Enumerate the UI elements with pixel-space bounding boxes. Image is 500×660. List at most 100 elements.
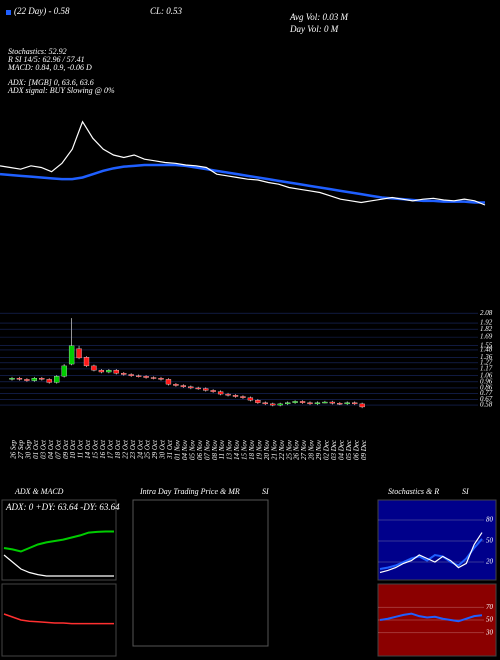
- y-tick-label: 50: [486, 616, 494, 624]
- x-tick-label: 05 Nov: [188, 439, 196, 460]
- candle-body: [91, 365, 97, 371]
- series-line: [3, 554, 114, 577]
- candle-body: [39, 377, 45, 380]
- x-tick-label: 29 Oct: [151, 439, 159, 459]
- panel: [132, 499, 269, 647]
- y-tick-label: 1.48: [480, 346, 493, 354]
- x-tick-label: 02 Dec: [323, 439, 331, 460]
- candle-body: [284, 402, 291, 405]
- y-tick-label: 1.36: [480, 353, 493, 361]
- candle-body: [165, 379, 172, 385]
- candle-body: [217, 391, 224, 395]
- y-tick-label: 2.08: [480, 309, 493, 317]
- x-tick-label: 25 Nov: [285, 439, 293, 460]
- candle-body: [307, 402, 313, 405]
- candle-body: [68, 345, 75, 365]
- x-tick-label: 24 Oct: [136, 439, 144, 459]
- candle-body: [225, 393, 231, 396]
- y-tick-label: 1.55: [480, 341, 493, 349]
- series-line: [3, 530, 114, 553]
- candle-body: [106, 370, 112, 373]
- macd-line: [3, 613, 114, 625]
- candle-body: [83, 357, 90, 367]
- candle-body: [337, 403, 343, 405]
- candle-body: [210, 390, 216, 392]
- x-tick-label: 18 Oct: [114, 439, 122, 459]
- y-tick-label: 1.69: [480, 333, 493, 341]
- x-tick-label: 04 Oct: [47, 439, 55, 459]
- series-line: [379, 532, 483, 574]
- panel-title: SI: [262, 487, 269, 496]
- candle-body: [24, 379, 30, 381]
- x-tick-label: 27 Sep: [17, 440, 25, 459]
- rsi-text: R SI 14/5: 62.96 / 57.41: [7, 55, 85, 64]
- y-tick-label: 1.92: [480, 319, 493, 327]
- candle-body: [128, 374, 134, 376]
- legend-swatch: [6, 10, 11, 15]
- x-tick-label: 20 Nov: [263, 439, 271, 460]
- y-tick-label: 30: [485, 628, 494, 636]
- candle-body: [262, 402, 268, 405]
- candle-body: [31, 377, 38, 381]
- x-tick-label: 26 Nov: [293, 439, 301, 460]
- x-tick-label: 18 Nov: [248, 439, 256, 460]
- y-tick-label: 1.06: [480, 371, 493, 379]
- rsi-line: [379, 612, 483, 623]
- adx-signal: ADX signal: BUY Slowing @ 0%: [7, 86, 115, 95]
- x-tick-label: 21 Nov: [270, 439, 278, 460]
- x-tick-label: 13 Nov: [226, 439, 234, 460]
- candle-body: [322, 401, 328, 404]
- x-tick-label: 19 Nov: [255, 439, 263, 460]
- y-tick-label: 0.96: [480, 377, 493, 385]
- adx-text: ADX: [MGB] 0, 63.6, 63.6: [7, 78, 94, 87]
- candle-body: [329, 401, 336, 404]
- x-tick-label: 22 Nov: [278, 439, 286, 460]
- x-tick-label: 14 Oct: [84, 439, 92, 459]
- candle-body: [240, 396, 246, 398]
- x-tick-label: 06 Dec: [352, 439, 360, 460]
- stochastics-text: Stochastics: 52.92: [8, 47, 67, 56]
- x-tick-label: 09 Oct: [62, 439, 70, 459]
- candle-body: [203, 388, 209, 391]
- y-tick-label: 0.67: [480, 395, 493, 403]
- candle-body: [121, 373, 127, 375]
- x-tick-label: 03 Oct: [39, 439, 47, 459]
- y-tick-label: 50: [486, 537, 494, 545]
- y-tick-label: 0.58: [480, 401, 493, 409]
- candle-body: [359, 403, 365, 408]
- avg-vol: Avg Vol: 0.03 M: [289, 12, 348, 22]
- x-tick-label: 04 Dec: [337, 439, 345, 460]
- close-line: [0, 120, 486, 206]
- y-tick-label: 20: [486, 558, 494, 566]
- x-tick-label: 23 Oct: [129, 439, 137, 459]
- candle-body: [188, 386, 194, 389]
- x-tick-label: 06 Nov: [196, 439, 204, 460]
- close-text: CL: 0.53: [150, 6, 183, 16]
- candle-body: [158, 377, 164, 380]
- candle-body: [150, 377, 157, 379]
- x-tick-label: 04 Nov: [181, 439, 189, 460]
- y-tick-label: 1.17: [480, 365, 493, 373]
- candle-body: [173, 384, 179, 386]
- y-tick-label: 0.77: [480, 389, 493, 397]
- x-tick-label: 17 Oct: [106, 439, 114, 459]
- candle-body: [270, 403, 276, 406]
- x-tick-label: 08 Nov: [211, 439, 219, 460]
- candle-body: [54, 376, 60, 383]
- x-tick-label: 30 Oct: [159, 439, 167, 460]
- x-tick-label: 05 Dec: [345, 439, 353, 460]
- ma-line: [0, 163, 485, 204]
- candle-body: [180, 385, 187, 387]
- x-tick-label: 07 Nov: [203, 439, 211, 460]
- x-tick-label: 22 Oct: [121, 439, 129, 459]
- candle-body: [16, 377, 23, 380]
- candle-body: [135, 375, 142, 377]
- adx-label: ADX: 0 +DY: 63.64 -DY: 63.64: [5, 502, 120, 512]
- x-tick-label: 28 Nov: [308, 439, 316, 460]
- y-tick-label: 70: [486, 603, 494, 611]
- x-tick-label: 01 Nov: [174, 439, 182, 460]
- day-vol: Day Vol: 0 M: [289, 24, 339, 34]
- y-tick-label: 80: [486, 516, 494, 524]
- candle-body: [352, 402, 358, 405]
